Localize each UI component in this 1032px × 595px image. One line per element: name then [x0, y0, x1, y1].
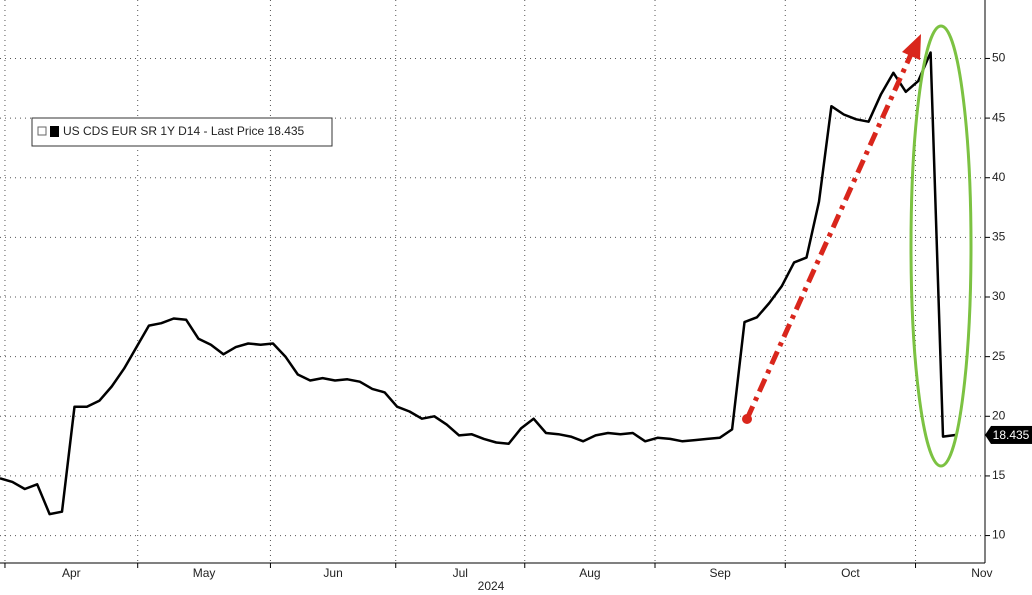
- legend-text: US CDS EUR SR 1Y D14 - Last Price 18.435: [63, 124, 305, 138]
- legend-suffix: - Last Price: [204, 124, 265, 138]
- grid: [0, 0, 985, 563]
- x-axis-label: 2024: [478, 579, 505, 593]
- line: [0, 51, 956, 516]
- last-price-label: 18.435: [993, 428, 1030, 442]
- y-tick-label: 20: [992, 408, 1006, 422]
- x-tick-label: Nov: [971, 566, 992, 580]
- highlight-ellipse: [909, 24, 973, 468]
- plot: [0, 51, 956, 516]
- x-tick-label: Jun: [323, 566, 342, 580]
- y-tick-label: 50: [992, 51, 1006, 65]
- legend-box: [31, 117, 333, 147]
- legend-expander: [37, 126, 47, 136]
- legend: US CDS EUR SR 1Y D14 - Last Price 18.435: [31, 117, 333, 147]
- arrow-annotation: [742, 34, 921, 424]
- last-price-pointer: [985, 425, 991, 444]
- y-tick-label: 35: [992, 230, 1006, 244]
- y-tick-label: 45: [992, 110, 1006, 124]
- x-tick-label: Aug: [579, 566, 600, 580]
- y-tick-label: 30: [992, 289, 1006, 303]
- legend-swatch: [50, 126, 59, 137]
- x-tick-label: Oct: [841, 566, 860, 580]
- y-tick-label: 10: [992, 528, 1006, 542]
- legend-series-name: US CDS EUR SR 1Y D14: [63, 124, 200, 138]
- x-tick-label: Jul: [453, 566, 468, 580]
- y-tick-label: 25: [992, 349, 1006, 363]
- x-tick-label: May: [193, 566, 216, 580]
- last-price-tag: [991, 425, 1032, 444]
- y-tick-label: 40: [992, 170, 1006, 184]
- x-tick-label: Apr: [62, 566, 81, 580]
- x-tick-label: Sep: [709, 566, 731, 580]
- legend-last-value: 18.435: [268, 124, 305, 138]
- y-tick-label: 15: [992, 468, 1006, 482]
